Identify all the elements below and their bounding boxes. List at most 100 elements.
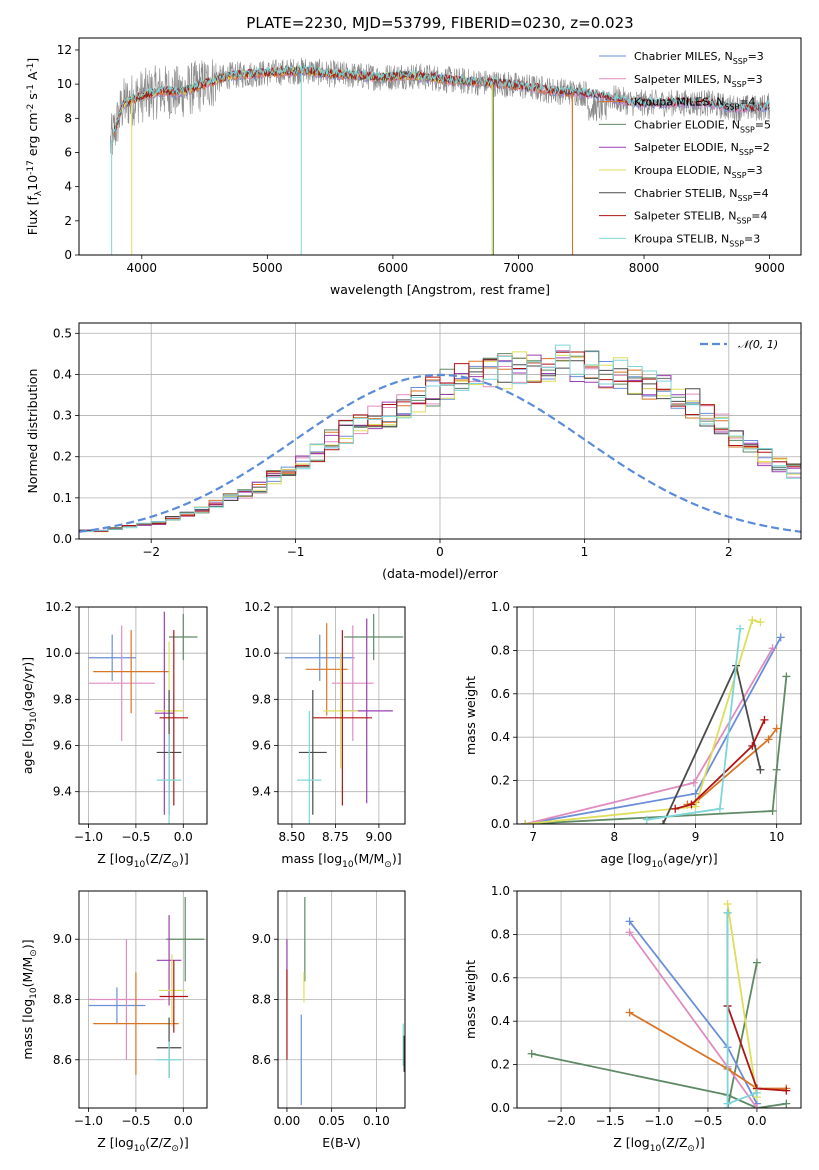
legend: 𝒩(0, 1)	[700, 338, 778, 351]
x-tick-label: 5000	[252, 261, 283, 275]
weight-marker	[756, 765, 765, 774]
weight-marker	[687, 800, 696, 809]
axes-frame	[78, 37, 802, 256]
weight-marker	[691, 802, 700, 811]
y-axis-label: Flux [fλ10-17 erg cm-2 s-1 A-1]	[25, 58, 44, 236]
y-tick-label: 8.6	[252, 1053, 271, 1067]
error-point	[93, 630, 170, 714]
x-tick-label: 2	[725, 545, 733, 559]
weight-line	[674, 719, 766, 810]
weight-marker	[625, 1008, 634, 1017]
y-tick-label: 8.8	[252, 993, 271, 1007]
y-tick-label: 8	[64, 111, 72, 125]
panel-spectrum: 4000 5000 6000 7000 8000 9000 0 2 4 6 8 10 12 wavelen…	[25, 14, 802, 297]
y-axis-label: mass weight	[463, 960, 478, 1039]
weight-marker	[782, 1086, 791, 1095]
y-tick-label: 6	[64, 145, 72, 159]
y-tick-label: 0.8	[491, 927, 510, 941]
x-tick-label: −1	[287, 545, 305, 559]
error-point	[93, 972, 179, 1075]
x-tick-label: −2	[142, 545, 160, 559]
x-tick-label: −0.5	[121, 1114, 150, 1128]
y-tick-label: 0.0	[491, 1101, 510, 1115]
legend-label: Salpeter MILES, NSSP=3	[634, 73, 763, 89]
y-tick-label: 0.0	[491, 817, 510, 831]
y-axis-label: mass [log10(M/M⊙)]	[20, 939, 39, 1059]
y-tick-label: 10	[57, 77, 72, 91]
legend-label: Kroupa STELIB, NSSP=3	[634, 232, 760, 248]
x-tick-label: 6000	[378, 261, 409, 275]
weight-marker	[521, 820, 530, 824]
weight-marker	[748, 616, 757, 625]
error-point	[284, 634, 355, 681]
panel-mass_vs_ebv: 0.00 0.05 0.10 8.6 8.8 9.0 E(B-V)	[252, 890, 406, 1150]
error-point	[305, 623, 348, 716]
x-axis-label: age [log10(age/yr)]	[600, 851, 717, 870]
error-point	[88, 625, 155, 741]
weight-marker	[768, 806, 777, 815]
weight-marker	[671, 804, 680, 813]
weight-marker	[715, 804, 724, 813]
y-tick-label: 10.0	[244, 646, 271, 660]
y-tick-label: 0	[64, 248, 72, 262]
axes-frame	[78, 890, 208, 1109]
weight-marker	[772, 724, 781, 733]
x-tick-label: 1	[581, 545, 589, 559]
x-tick-label: 0.05	[318, 1114, 345, 1128]
weight-line	[531, 1052, 787, 1108]
error-point	[159, 630, 189, 806]
residual-histogram	[79, 351, 801, 533]
x-tick-label: 4000	[127, 261, 158, 275]
x-tick-label: −2.0	[546, 1114, 575, 1128]
y-tick-label: 0.0	[53, 532, 72, 546]
weight-marker	[752, 958, 761, 967]
y-tick-label: 4	[64, 180, 72, 194]
plot-area	[79, 344, 801, 533]
weight-marker	[768, 644, 777, 653]
legend: Chabrier MILES, NSSP=3 Salpeter MILES, NS…	[599, 50, 771, 248]
x-tick-label: 0.0	[174, 830, 193, 844]
weight-marker	[691, 789, 700, 798]
weight-line	[525, 676, 788, 824]
weight-marker	[756, 618, 765, 627]
x-tick-label: 0.0	[174, 1114, 193, 1128]
y-tick-label: 0.1	[53, 491, 72, 505]
y-tick-label: 9.8	[252, 692, 271, 706]
y-tick-label: 9.6	[53, 739, 72, 753]
chart-title: PLATE=2230, MJD=53799, FIBERID=0230, z=0…	[246, 14, 633, 32]
error-point	[154, 611, 174, 815]
legend-label: Salpeter ELODIE, NSSP=2	[634, 141, 770, 157]
x-tick-label: 8.75	[322, 830, 349, 844]
residual-histogram	[79, 351, 801, 532]
x-tick-label: 8	[611, 830, 619, 844]
weight-marker	[723, 1099, 732, 1108]
legend-label: Chabrier ELODIE, NSSP=5	[634, 118, 771, 134]
y-tick-label: 10.2	[45, 600, 72, 614]
weight-line	[662, 662, 762, 824]
legend-label: Kroupa ELODIE, NSSP=3	[634, 164, 763, 180]
x-tick-label: 7	[529, 830, 537, 844]
weight-line	[525, 618, 761, 824]
plot-area	[110, 57, 770, 255]
error-point	[156, 733, 182, 824]
panel-weight_vs_Z: −2.0 −1.5 −1.0 −0.5 0.0 0.0 0.2 0.4 0.6 0.8 1.0 Z […	[463, 884, 802, 1154]
y-tick-label: 9.0	[53, 932, 72, 946]
axes-frame	[78, 606, 208, 825]
residual-histogram	[79, 358, 801, 532]
y-tick-label: 0.4	[53, 367, 72, 381]
weight-marker	[736, 624, 745, 633]
axes-frame	[277, 606, 406, 825]
y-axis-label: age [log10(age/yr)]	[20, 657, 39, 774]
y-axis-label: Normed distribution	[25, 369, 40, 494]
weight-line	[726, 903, 758, 1098]
panel-residuals: −2 −1 0 1 2 0.0 0.1 0.2 0.3 0.4 0.5 (data-model)/er…	[25, 322, 802, 581]
y-tick-label: 8.6	[53, 1053, 72, 1067]
axes-frame	[78, 322, 802, 540]
residual-histogram	[79, 351, 801, 532]
x-tick-label: 7000	[503, 261, 534, 275]
normal-curve	[79, 373, 801, 533]
panel-age_vs_Z: −1.0 −0.5 0.0 9.4 9.6 9.8 10.0 10.2 Z [log10(Z/Z…	[20, 600, 208, 870]
residual-histogram	[79, 350, 801, 532]
y-tick-label: 0.5	[53, 326, 72, 340]
x-axis-label: mass [log10(M/M⊙)]	[281, 851, 401, 870]
